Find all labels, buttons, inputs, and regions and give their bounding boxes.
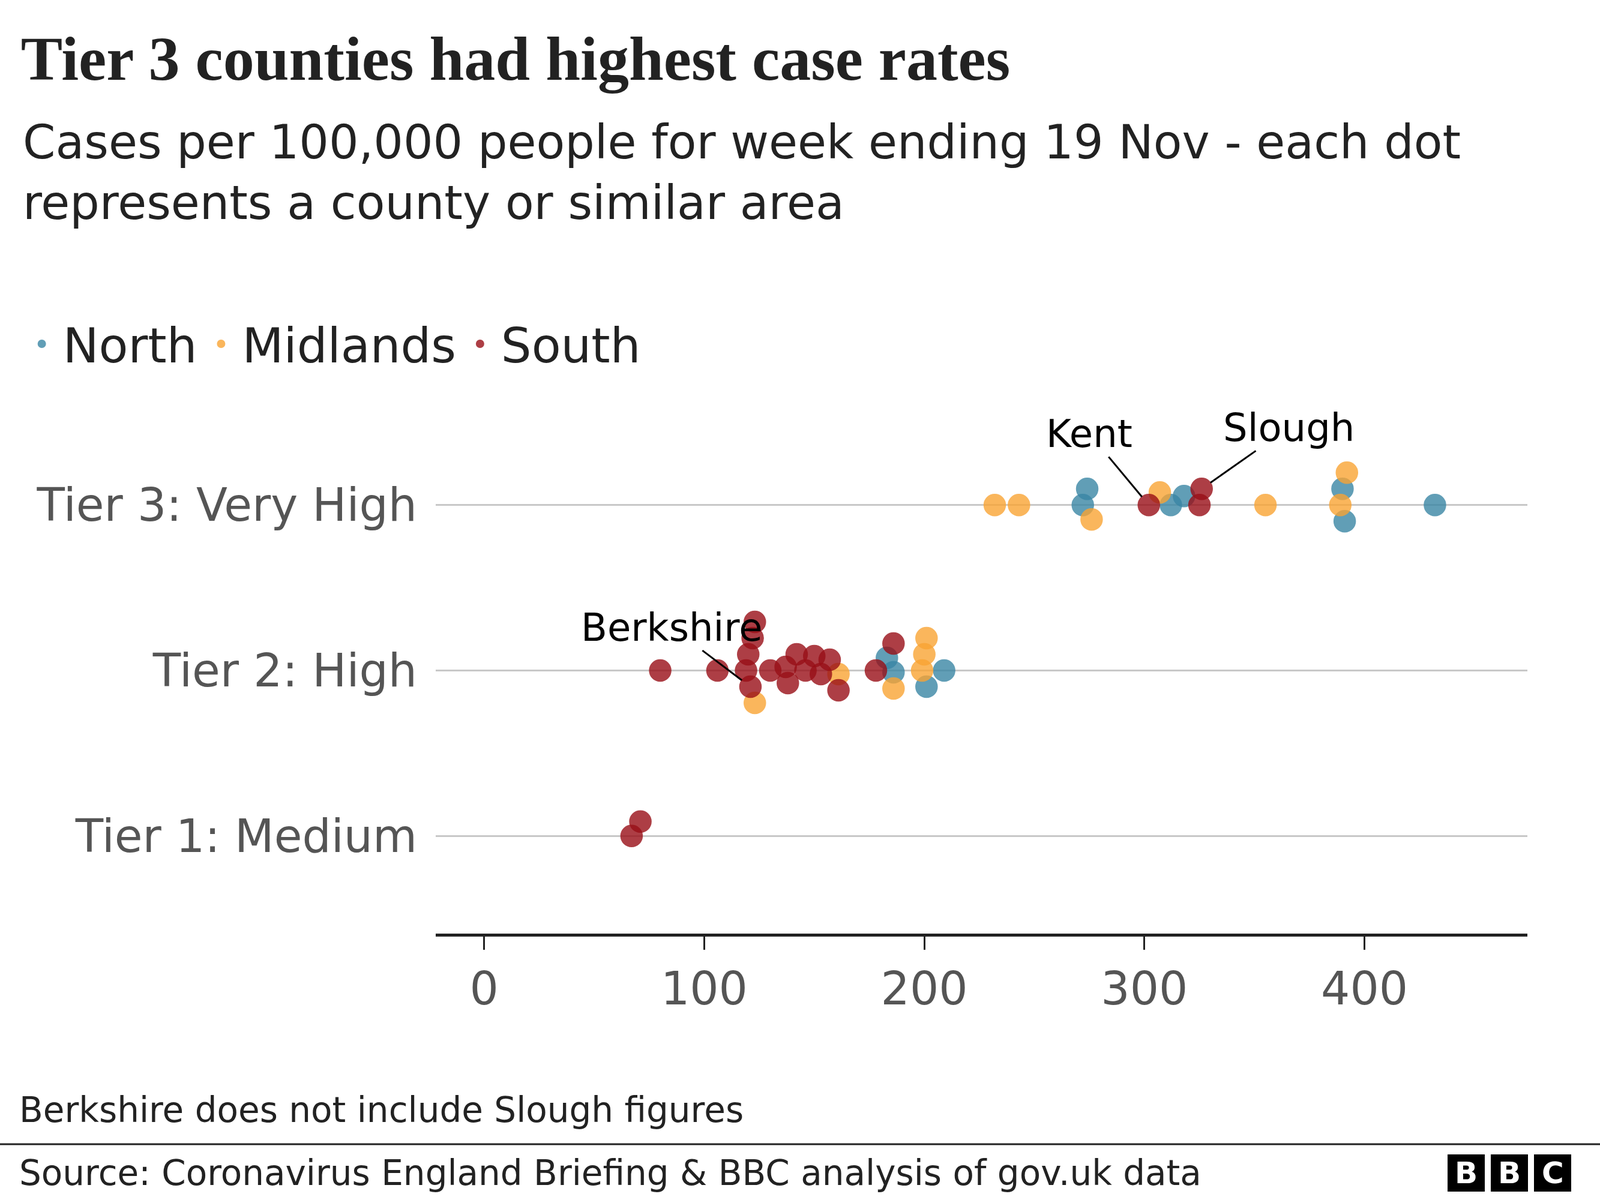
svg-text:B: B — [1497, 1155, 1521, 1191]
svg-text:Source: Coronavirus England Br: Source: Coronavirus England Briefing & B… — [19, 1152, 1202, 1194]
svg-text:Tier 3 counties had highest ca: Tier 3 counties had highest case rates — [21, 24, 1011, 94]
svg-text:Kent: Kent — [1046, 411, 1133, 457]
svg-text:C: C — [1541, 1155, 1564, 1191]
svg-text:Berkshire: Berkshire — [580, 605, 763, 650]
svg-text:Slough: Slough — [1223, 405, 1355, 451]
svg-text:Tier 1: Medium: Tier 1: Medium — [75, 809, 418, 864]
svg-text:Tier 2: High: Tier 2: High — [152, 643, 418, 698]
svg-text:Tier 3: Very High: Tier 3: Very High — [36, 478, 418, 532]
svg-text:Midlands: Midlands — [241, 318, 456, 374]
svg-text:300: 300 — [1100, 962, 1188, 1016]
svg-text:North: North — [63, 318, 198, 374]
svg-text:South: South — [501, 318, 641, 374]
svg-text:Cases per 100,000 people for w: Cases per 100,000 people for week ending… — [22, 115, 1461, 230]
svg-text:Berkshire does not include Slo: Berkshire does not include Slough figure… — [19, 1089, 744, 1131]
svg-text:400: 400 — [1320, 962, 1408, 1016]
svg-text:B: B — [1454, 1155, 1478, 1191]
svg-text:100: 100 — [660, 962, 748, 1016]
svg-text:200: 200 — [881, 962, 969, 1016]
svg-text:0: 0 — [469, 962, 499, 1016]
